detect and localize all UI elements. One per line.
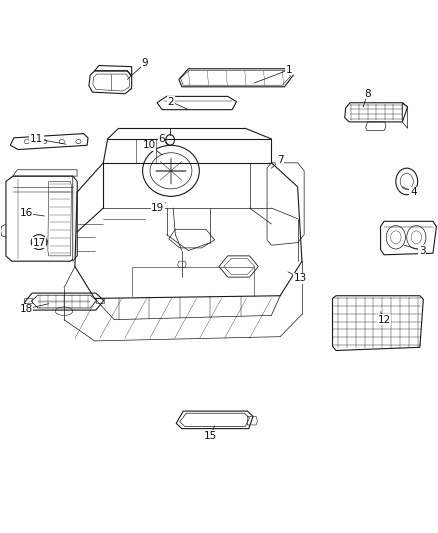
Text: 10: 10 [143, 140, 155, 150]
Text: 7: 7 [277, 155, 283, 165]
Text: 4: 4 [410, 187, 417, 197]
Text: 18: 18 [19, 304, 33, 314]
Text: 9: 9 [141, 59, 148, 68]
Text: 11: 11 [30, 134, 43, 144]
Polygon shape [73, 176, 77, 261]
Text: 8: 8 [364, 88, 371, 99]
Text: 19: 19 [151, 203, 165, 213]
Text: 13: 13 [293, 273, 307, 283]
Text: 6: 6 [158, 134, 165, 144]
Text: 15: 15 [204, 431, 217, 441]
Text: 17: 17 [32, 238, 46, 247]
Text: 16: 16 [19, 208, 33, 219]
Text: 3: 3 [419, 246, 425, 255]
Text: 2: 2 [168, 96, 174, 107]
Text: 12: 12 [378, 314, 391, 325]
Text: 1: 1 [286, 65, 292, 75]
